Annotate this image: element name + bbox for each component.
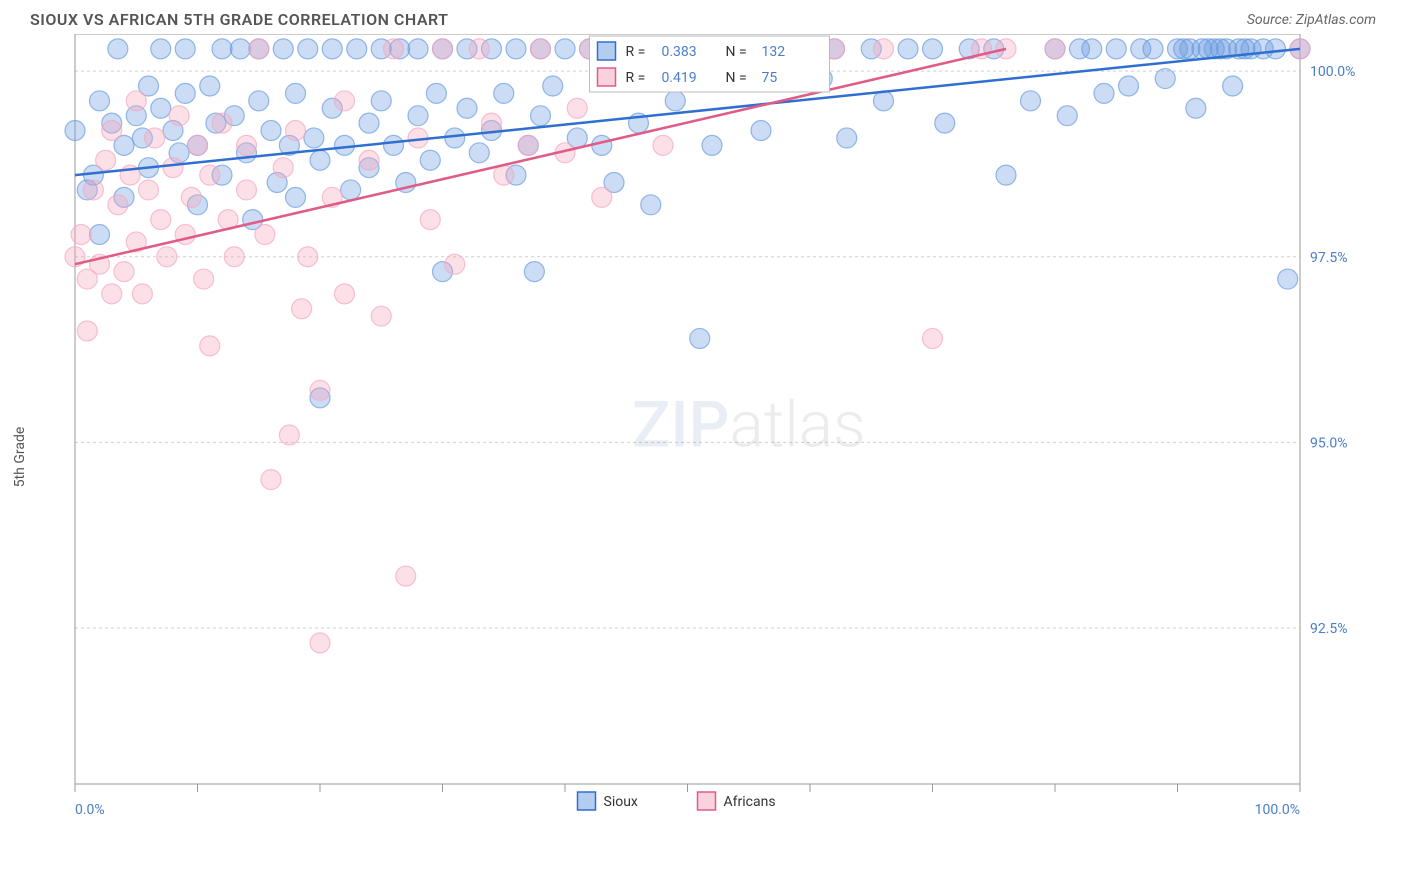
svg-text:92.5%: 92.5% xyxy=(1310,621,1348,637)
watermark: ZIPatlas xyxy=(632,388,866,463)
svg-text:97.5%: 97.5% xyxy=(1310,250,1348,266)
svg-text:0.419: 0.419 xyxy=(662,70,697,86)
svg-text:0.383: 0.383 xyxy=(662,44,697,60)
svg-text:95.0%: 95.0% xyxy=(1310,435,1348,451)
svg-text:N =: N = xyxy=(726,44,747,60)
chart-header: SIOUX VS AFRICAN 5TH GRADE CORRELATION C… xyxy=(0,0,1406,34)
y-axis-label: 5th Grade xyxy=(12,427,28,488)
chart-title: SIOUX VS AFRICAN 5TH GRADE CORRELATION C… xyxy=(30,10,449,29)
svg-text:100.0%: 100.0% xyxy=(1255,802,1300,818)
svg-text:R =: R = xyxy=(626,70,646,86)
legend-swatch-africans xyxy=(698,792,716,810)
svg-text:0.0%: 0.0% xyxy=(75,802,105,818)
svg-text:75: 75 xyxy=(762,70,778,86)
svg-text:N =: N = xyxy=(726,70,747,86)
legend-label-africans: Africans xyxy=(724,794,776,810)
svg-text:132: 132 xyxy=(762,44,786,60)
scatter-chart: 92.5% 95.0% 97.5% 100.0% 0.0% 100.0% ZIPatlas R… xyxy=(30,34,1376,864)
chart-source: Source: ZipAtlas.com xyxy=(1247,12,1376,28)
svg-text:100.0%: 100.0% xyxy=(1310,64,1355,80)
series-africans xyxy=(65,39,1310,653)
legend-swatch-sioux xyxy=(578,792,596,810)
legend-label-sioux: Sioux xyxy=(604,794,638,810)
svg-text:R =: R = xyxy=(626,44,646,60)
chart-area: 5th Grade 92.5%95.0%97.5%100.0%0.0%100.0… xyxy=(30,34,1376,864)
